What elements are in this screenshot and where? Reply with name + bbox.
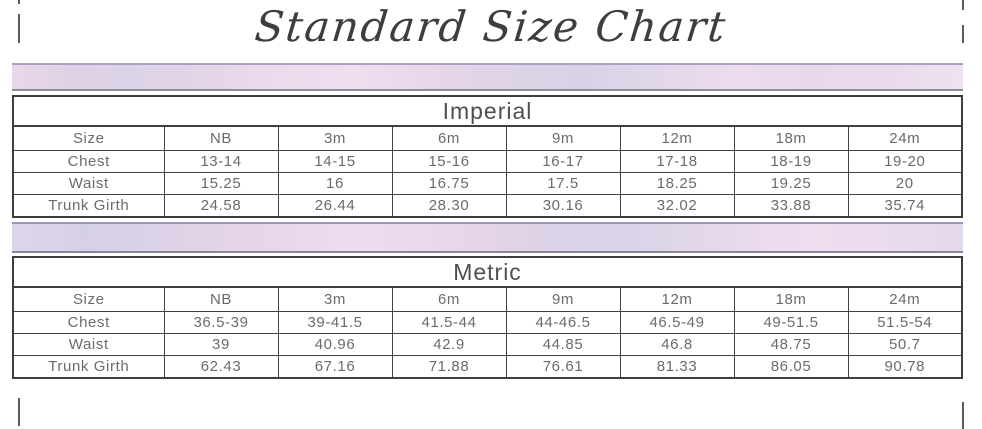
size-value-cell: 28.30 <box>391 194 507 218</box>
table-row: Trunk Girth 24.58 26.44 28.30 30.16 32.02 33.8… <box>12 194 963 218</box>
size-value-cell: 48.75 <box>733 333 849 356</box>
size-value-cell: 15.25 <box>163 172 279 195</box>
column-header: 6m <box>391 286 507 312</box>
row-label: Trunk Girth <box>12 194 165 218</box>
size-value-cell: 81.33 <box>619 355 735 379</box>
size-value-cell: 46.8 <box>619 333 735 356</box>
size-value-cell: 32.02 <box>619 194 735 218</box>
size-value-cell: 13-14 <box>163 150 279 173</box>
right-crop-mark-top <box>962 0 964 10</box>
left-crop-mark-bottom <box>18 398 20 426</box>
size-value-cell: 50.7 <box>847 333 963 356</box>
size-value-cell: 16 <box>277 172 393 195</box>
column-header: 9m <box>505 125 621 151</box>
table-row: Waist 15.25 16 16.75 17.5 18.25 19.25 20 <box>12 172 963 195</box>
size-value-cell: 42.9 <box>391 333 507 356</box>
size-value-cell: 49-51.5 <box>733 311 849 334</box>
column-header: Size <box>12 286 165 312</box>
column-header: 18m <box>733 286 849 312</box>
size-value-cell: 51.5-54 <box>847 311 963 334</box>
size-value-cell: 17.5 <box>505 172 621 195</box>
table-header-row: Size NB 3m 6m 9m 12m 18m 24m <box>12 286 963 312</box>
column-header: NB <box>163 125 279 151</box>
size-value-cell: 44-46.5 <box>505 311 621 334</box>
table-row: Chest 13-14 14-15 15-16 16-17 17-18 18-19 19-20 <box>12 150 963 173</box>
size-value-cell: 36.5-39 <box>163 311 279 334</box>
size-value-cell: 39 <box>163 333 279 356</box>
size-value-cell: 40.96 <box>277 333 393 356</box>
column-header: 12m <box>619 125 735 151</box>
table-header-row: Size NB 3m 6m 9m 12m 18m 24m <box>12 125 963 151</box>
column-header: 3m <box>277 125 393 151</box>
row-label: Waist <box>12 172 165 195</box>
size-value-cell: 14-15 <box>277 150 393 173</box>
column-header: 24m <box>847 286 963 312</box>
column-header: 9m <box>505 286 621 312</box>
size-value-cell: 39-41.5 <box>277 311 393 334</box>
size-value-cell: 41.5-44 <box>391 311 507 334</box>
row-label: Trunk Girth <box>12 355 165 379</box>
table-title-row: Metric <box>12 256 963 288</box>
size-value-cell: 19-20 <box>847 150 963 173</box>
right-crop-mark-bottom <box>962 402 964 429</box>
row-label: Chest <box>12 150 165 173</box>
column-header: Size <box>12 125 165 151</box>
imperial-size-table: Imperial Size NB 3m 6m 9m 12m 18m 24m Chest 13-14 1… <box>12 95 963 218</box>
size-value-cell: 30.16 <box>505 194 621 218</box>
column-header: 3m <box>277 286 393 312</box>
size-value-cell: 46.5-49 <box>619 311 735 334</box>
table-row: Chest 36.5-39 39-41.5 41.5-44 44-46.5 46.5-49… <box>12 311 963 334</box>
left-crop-mark-upper <box>18 14 20 43</box>
left-crop-mark-top <box>18 0 20 4</box>
page-title: Standard Size Chart <box>252 2 730 51</box>
column-header: NB <box>163 286 279 312</box>
table-row: Waist 39 40.96 42.9 44.85 46.8 48.75 50.7 <box>12 333 963 356</box>
table-row: Trunk Girth 62.43 67.16 71.88 76.61 81.33 86.0… <box>12 355 963 379</box>
metric-size-table: Metric Size NB 3m 6m 9m 12m 18m 24m Chest 36.5-39 3… <box>12 256 963 379</box>
imperial-table-title: Imperial <box>12 95 963 127</box>
size-value-cell: 24.58 <box>163 194 279 218</box>
size-value-cell: 16-17 <box>505 150 621 173</box>
column-header: 24m <box>847 125 963 151</box>
watercolor-band-middle <box>12 222 963 253</box>
size-value-cell: 76.61 <box>505 355 621 379</box>
size-value-cell: 62.43 <box>163 355 279 379</box>
row-label: Chest <box>12 311 165 334</box>
column-header: 12m <box>619 286 735 312</box>
metric-table-title: Metric <box>12 256 963 288</box>
watercolor-band-top <box>12 63 963 91</box>
size-value-cell: 19.25 <box>733 172 849 195</box>
size-value-cell: 35.74 <box>847 194 963 218</box>
size-value-cell: 44.85 <box>505 333 621 356</box>
size-value-cell: 20 <box>847 172 963 195</box>
size-value-cell: 17-18 <box>619 150 735 173</box>
size-value-cell: 86.05 <box>733 355 849 379</box>
size-value-cell: 16.75 <box>391 172 507 195</box>
column-header: 6m <box>391 125 507 151</box>
size-value-cell: 18.25 <box>619 172 735 195</box>
table-title-row: Imperial <box>12 95 963 127</box>
size-value-cell: 18-19 <box>733 150 849 173</box>
size-value-cell: 15-16 <box>391 150 507 173</box>
size-value-cell: 67.16 <box>277 355 393 379</box>
column-header: 18m <box>733 125 849 151</box>
size-value-cell: 33.88 <box>733 194 849 218</box>
right-crop-mark-upper <box>962 25 964 43</box>
row-label: Waist <box>12 333 165 356</box>
size-value-cell: 90.78 <box>847 355 963 379</box>
size-value-cell: 71.88 <box>391 355 507 379</box>
size-value-cell: 26.44 <box>277 194 393 218</box>
